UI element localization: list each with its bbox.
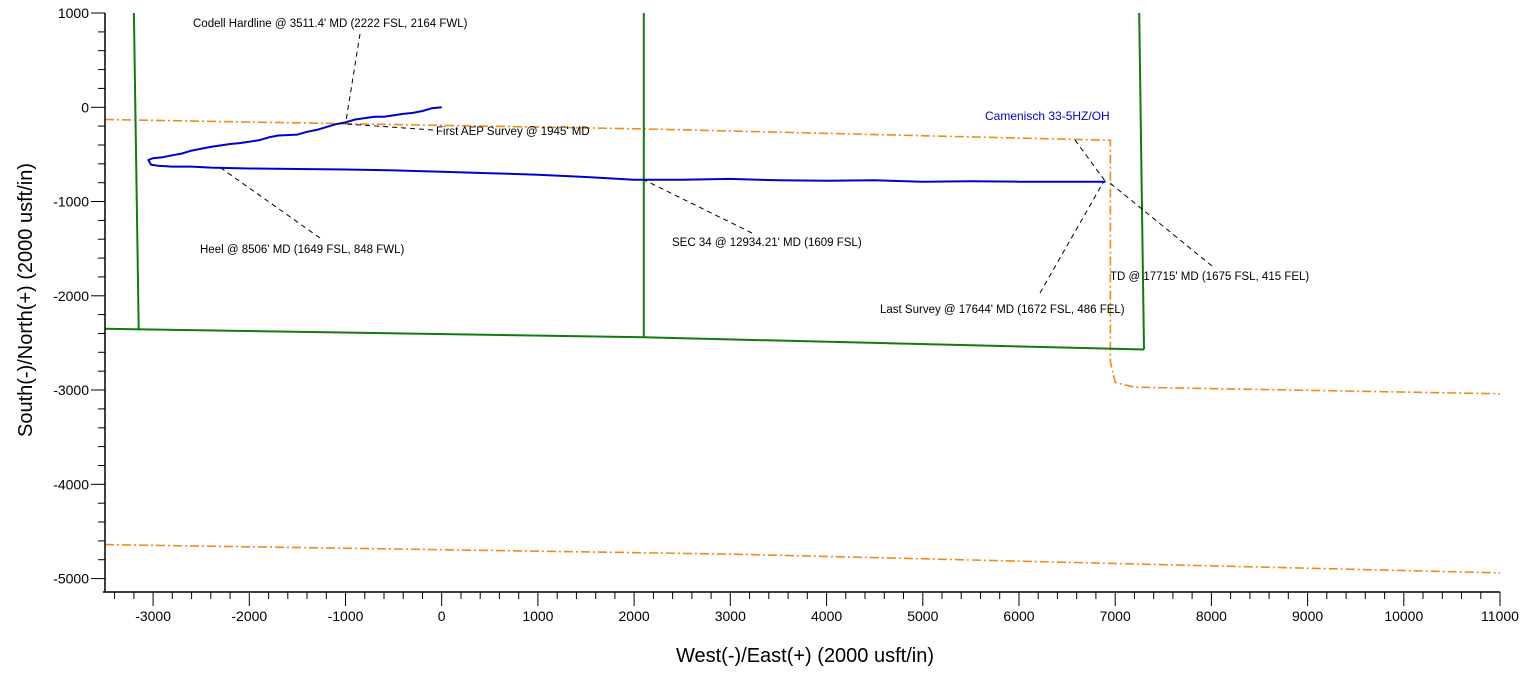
annotation-label-3: Heel @ 8506' MD (1649 FSL, 848 FWL) (200, 244, 405, 256)
x-tick-label: 8000 (1196, 608, 1227, 624)
x-tick-label: -3000 (135, 608, 171, 624)
x-tick-label: 3000 (715, 608, 746, 624)
hardline-layer (104, 118, 1501, 574)
annotation-label-4: SEC 34 @ 12934.21' MD (1609 FSL) (672, 237, 862, 249)
x-tick-label: 0 (438, 608, 446, 624)
y-tick-label: -1000 (53, 194, 89, 210)
section-line-3 (1138, 12, 1145, 350)
x-tick-label: 5000 (907, 608, 938, 624)
x-tick-label: 10000 (1384, 608, 1423, 624)
annotation-label-2: First AEP Survey @ 1945' MD (436, 126, 590, 138)
y-tick-label: -3000 (53, 382, 89, 398)
y-tick-label: 1000 (58, 5, 89, 21)
axes-layer: 10000-1000-2000-3000-4000-5000-3000 -2000… (53, 5, 1519, 624)
wellbore-trajectory (147, 106, 1106, 183)
x-tick-label: 6000 (1003, 608, 1034, 624)
x-tick-label: 2000 (619, 608, 650, 624)
annotation-label-6: TD @ 17715' MD (1675 FSL, 415 FEL) (1110, 271, 1309, 283)
annotation-leader-layer (220, 33, 1213, 294)
x-axis-title: West(-)/East(+) (2000 usft/in) (676, 645, 934, 667)
section-line-4 (104, 327, 1145, 351)
annotation-leader-1 (345, 33, 361, 125)
hardline-1 (104, 118, 1501, 395)
x-tick-label: 4000 (811, 608, 842, 624)
section-line-layer (104, 12, 1145, 351)
y-tick-label: -2000 (53, 288, 89, 304)
annotation-label-layer: Codell Hardline @ 3511.4' MD (2222 FSL, … (193, 18, 1309, 316)
annotation-leader-2 (335, 122, 434, 131)
x-tick-label: -1000 (328, 608, 364, 624)
x-tick-label: 1000 (522, 608, 553, 624)
y-axis-title: South(-)/North(+) (2000 usft/in) (15, 163, 37, 437)
x-tick-label: 11000 (1481, 608, 1519, 624)
x-tick-label: -2000 (231, 608, 267, 624)
y-tick-label: -5000 (53, 571, 89, 587)
annotation-leader-3 (220, 167, 321, 239)
annotation-label-1: Codell Hardline @ 3511.4' MD (2222 FSL, … (193, 18, 468, 30)
wellbore-layer (147, 106, 1106, 183)
annotation-leader-5 (1039, 181, 1105, 294)
annotation-leader-6 (1108, 181, 1213, 267)
hardline-2 (104, 543, 1501, 574)
annotation-label-5: Last Survey @ 17644' MD (1672 FSL, 486 F… (880, 304, 1125, 316)
annotation-leader-4 (643, 179, 753, 234)
section-line-1 (132, 12, 140, 329)
well-name-label: Camenisch 33-5HZ/OH (985, 109, 1110, 123)
y-tick-label: 0 (81, 99, 89, 115)
y-tick-label: -4000 (53, 476, 89, 492)
x-tick-label: 7000 (1100, 608, 1131, 624)
x-tick-label: 9000 (1292, 608, 1323, 624)
